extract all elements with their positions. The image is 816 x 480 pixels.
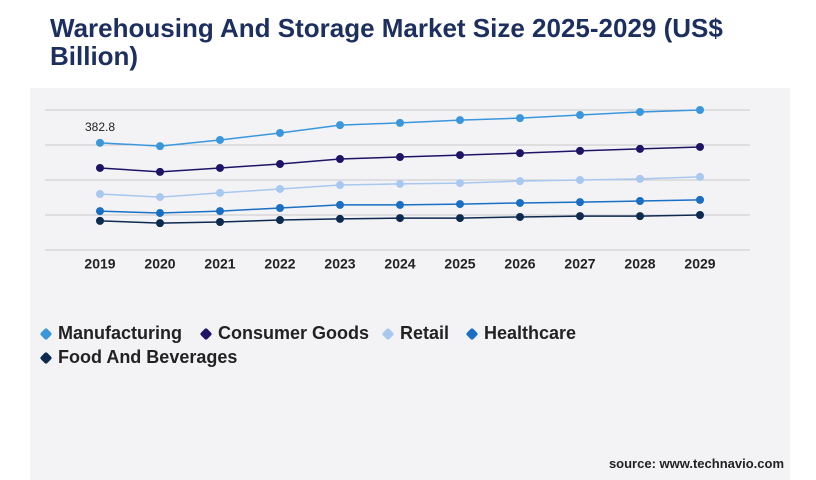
legend-marker bbox=[40, 328, 52, 340]
data-label: 382.8 bbox=[85, 120, 115, 134]
legend-marker bbox=[200, 328, 212, 340]
x-tick-label: 2019 bbox=[84, 256, 115, 272]
data-point bbox=[456, 200, 464, 209]
data-point bbox=[276, 184, 284, 193]
data-point bbox=[156, 167, 164, 176]
x-tick-label: 2028 bbox=[624, 256, 655, 272]
data-point bbox=[396, 214, 404, 223]
data-point bbox=[396, 118, 404, 127]
data-point bbox=[96, 163, 104, 172]
data-point bbox=[336, 181, 344, 190]
data-point bbox=[456, 214, 464, 223]
x-tick-label: 2022 bbox=[264, 256, 295, 272]
chart-panel bbox=[30, 88, 790, 480]
data-point bbox=[96, 190, 104, 198]
data-point bbox=[336, 214, 344, 223]
x-tick-label: 2027 bbox=[564, 256, 595, 272]
data-point bbox=[696, 195, 704, 204]
legend-label: Consumer Goods bbox=[218, 323, 369, 343]
legend-label: Manufacturing bbox=[58, 323, 182, 343]
data-point bbox=[516, 212, 524, 221]
data-point bbox=[696, 142, 704, 151]
data-point bbox=[336, 121, 344, 130]
data-point bbox=[516, 177, 524, 186]
data-point bbox=[216, 218, 224, 226]
data-point bbox=[516, 198, 524, 207]
data-point bbox=[216, 163, 224, 172]
data-point bbox=[336, 155, 344, 163]
legend-marker bbox=[466, 328, 478, 340]
data-point bbox=[636, 144, 644, 153]
chart-title: Warehousing And Storage Market Size 2025… bbox=[50, 13, 723, 71]
legend-label: Healthcare bbox=[484, 323, 576, 343]
data-point bbox=[96, 207, 104, 216]
data-point bbox=[636, 212, 644, 221]
data-point bbox=[396, 179, 404, 188]
data-point bbox=[156, 193, 164, 202]
data-point bbox=[636, 107, 644, 116]
data-point bbox=[696, 106, 704, 114]
x-tick-label: 2029 bbox=[684, 256, 715, 272]
legend-label: Food And Beverages bbox=[58, 347, 237, 367]
data-point bbox=[96, 216, 104, 225]
data-point bbox=[696, 211, 704, 219]
data-point bbox=[636, 197, 644, 205]
data-point bbox=[276, 204, 284, 212]
data-point bbox=[216, 135, 224, 144]
source: source: www.technavio.com bbox=[608, 456, 784, 471]
data-point bbox=[96, 138, 104, 147]
data-point bbox=[516, 114, 524, 123]
data-point bbox=[456, 116, 464, 125]
data-point bbox=[576, 198, 584, 207]
data-point bbox=[336, 200, 344, 209]
data-point bbox=[576, 146, 584, 155]
legend-marker bbox=[382, 328, 394, 340]
x-tick-label: 2023 bbox=[324, 256, 355, 272]
data-point bbox=[276, 160, 284, 169]
data-point bbox=[576, 111, 584, 120]
data-point bbox=[396, 200, 404, 209]
legend-marker bbox=[40, 352, 52, 364]
legend-label: Retail bbox=[400, 323, 449, 343]
data-point bbox=[276, 216, 284, 225]
data-point bbox=[216, 188, 224, 197]
data-point bbox=[156, 142, 164, 151]
data-point bbox=[636, 174, 644, 183]
data-point bbox=[396, 153, 404, 162]
x-tick-label: 2026 bbox=[504, 256, 535, 272]
data-point bbox=[216, 207, 224, 216]
x-tick-label: 2021 bbox=[204, 256, 235, 272]
data-point bbox=[576, 176, 584, 184]
x-tick-label: 2020 bbox=[144, 256, 175, 272]
data-point bbox=[456, 151, 464, 160]
data-point bbox=[576, 212, 584, 221]
data-point bbox=[276, 128, 284, 137]
x-tick-label: 2025 bbox=[444, 256, 475, 272]
data-point bbox=[156, 209, 164, 218]
data-point bbox=[456, 179, 464, 188]
data-point bbox=[156, 219, 164, 228]
x-tick-label: 2024 bbox=[384, 256, 415, 272]
data-point bbox=[696, 172, 704, 181]
series-line bbox=[99, 109, 701, 147]
data-point bbox=[516, 149, 524, 158]
